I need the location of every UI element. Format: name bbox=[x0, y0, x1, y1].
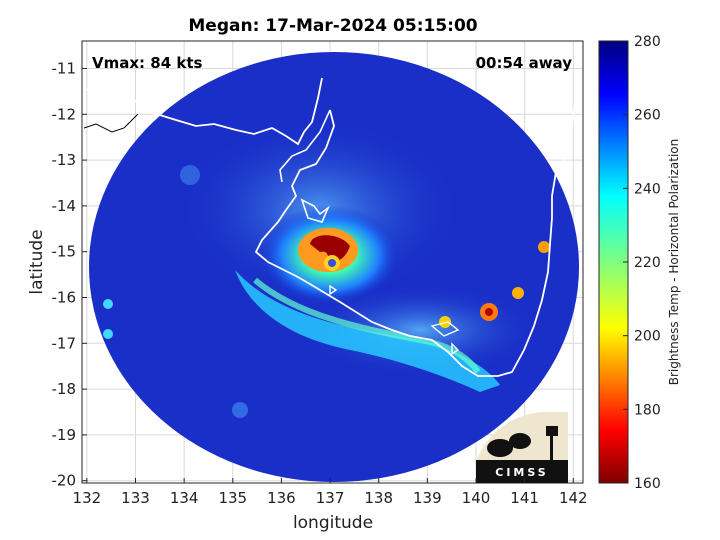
colorbar-tick-label: 260 bbox=[634, 108, 661, 124]
coastline-peninsula bbox=[279, 109, 331, 183]
y-tick-label: -11 bbox=[52, 59, 77, 77]
island-outline bbox=[430, 321, 460, 337]
chart-title: Megan: 17-Mar-2024 05:15:00 bbox=[188, 16, 477, 36]
minor-cell bbox=[180, 165, 200, 185]
water-tower-leg bbox=[550, 436, 553, 460]
swath-features bbox=[103, 120, 550, 418]
time-away-annotation: 00:54 away bbox=[476, 54, 573, 72]
plot-area bbox=[81, 40, 584, 484]
convective-cell bbox=[439, 316, 451, 328]
x-tick-label: 140 bbox=[462, 489, 491, 507]
isolated-cell bbox=[103, 329, 113, 339]
y-tick-label: -13 bbox=[52, 151, 77, 169]
y-tick-label: -20 bbox=[52, 472, 77, 490]
x-tick-label: 139 bbox=[413, 489, 442, 507]
coastline-outside-swath bbox=[83, 113, 139, 133]
southern-band-glow bbox=[300, 285, 540, 375]
y-tick-label: -12 bbox=[52, 105, 77, 123]
x-tick-label: 135 bbox=[218, 489, 247, 507]
convective-cell bbox=[538, 241, 550, 253]
colorbar-tick-label: 200 bbox=[634, 329, 661, 345]
colorbar-tick-label: 240 bbox=[634, 181, 661, 197]
colorbar-tick-label: 160 bbox=[634, 476, 661, 492]
coastline bbox=[83, 77, 579, 377]
logo-text: CIMSS bbox=[495, 466, 548, 479]
y-axis-ticks: -11 -12 -13 -14 -15 -16 -17 -18 -19 -20 bbox=[52, 59, 87, 490]
x-tick-label: 138 bbox=[364, 489, 393, 507]
x-tick-label: 134 bbox=[170, 489, 199, 507]
colorbar-tick-label: 280 bbox=[634, 34, 661, 50]
colorbar: 280 260 240 220 200 180 160 Brightness Temp - … bbox=[598, 34, 681, 492]
water-tower-icon bbox=[546, 426, 558, 436]
x-axis-label: longitude bbox=[293, 513, 373, 533]
satellite-dish-icon bbox=[509, 433, 531, 449]
satellite-dish-icon bbox=[487, 439, 513, 457]
x-tick-label: 142 bbox=[559, 489, 588, 507]
convective-cell bbox=[512, 287, 524, 299]
eyewall-deep-convection bbox=[310, 235, 350, 262]
y-axis-label: latitude bbox=[27, 229, 47, 294]
y-tick-label: -19 bbox=[52, 426, 77, 444]
vmax-annotation: Vmax: 84 kts bbox=[92, 54, 202, 72]
isolated-cell bbox=[103, 299, 113, 309]
plot-frame bbox=[81, 40, 584, 484]
colorbar-ticks: 280 260 240 220 200 180 160 bbox=[623, 34, 661, 492]
colorbar-tick-label: 220 bbox=[634, 255, 661, 271]
y-tick-label: -16 bbox=[52, 288, 77, 306]
coastline-north bbox=[83, 77, 323, 146]
y-tick-label: -14 bbox=[52, 197, 77, 215]
logo-banner bbox=[476, 460, 568, 483]
y-tick-label: -18 bbox=[52, 380, 77, 398]
radiometer-swath bbox=[89, 52, 579, 482]
x-tick-label: 136 bbox=[267, 489, 296, 507]
island-outline bbox=[329, 284, 338, 296]
cimss-logo: CIMSS bbox=[476, 412, 568, 483]
y-tick-label: -17 bbox=[52, 334, 77, 352]
convective-cell-core bbox=[485, 308, 493, 316]
island-outline bbox=[300, 198, 330, 223]
minor-cell bbox=[232, 402, 248, 418]
eye bbox=[328, 259, 336, 267]
spiral-rainband-core bbox=[253, 277, 481, 374]
x-tick-label: 132 bbox=[73, 489, 102, 507]
coastline-gulf bbox=[254, 83, 579, 377]
y-tick-label: -15 bbox=[52, 243, 77, 261]
colorbar-tick-label: 180 bbox=[634, 402, 661, 418]
island-outline bbox=[451, 342, 460, 356]
x-axis-ticks: 132 133 134 135 136 137 138 139 140 141 142 bbox=[73, 478, 588, 507]
x-tick-label: 141 bbox=[510, 489, 539, 507]
colorbar-label: Brightness Temp - Horizontal Polarizatio… bbox=[667, 139, 681, 386]
x-tick-label: 137 bbox=[316, 489, 345, 507]
x-tick-label: 133 bbox=[121, 489, 150, 507]
